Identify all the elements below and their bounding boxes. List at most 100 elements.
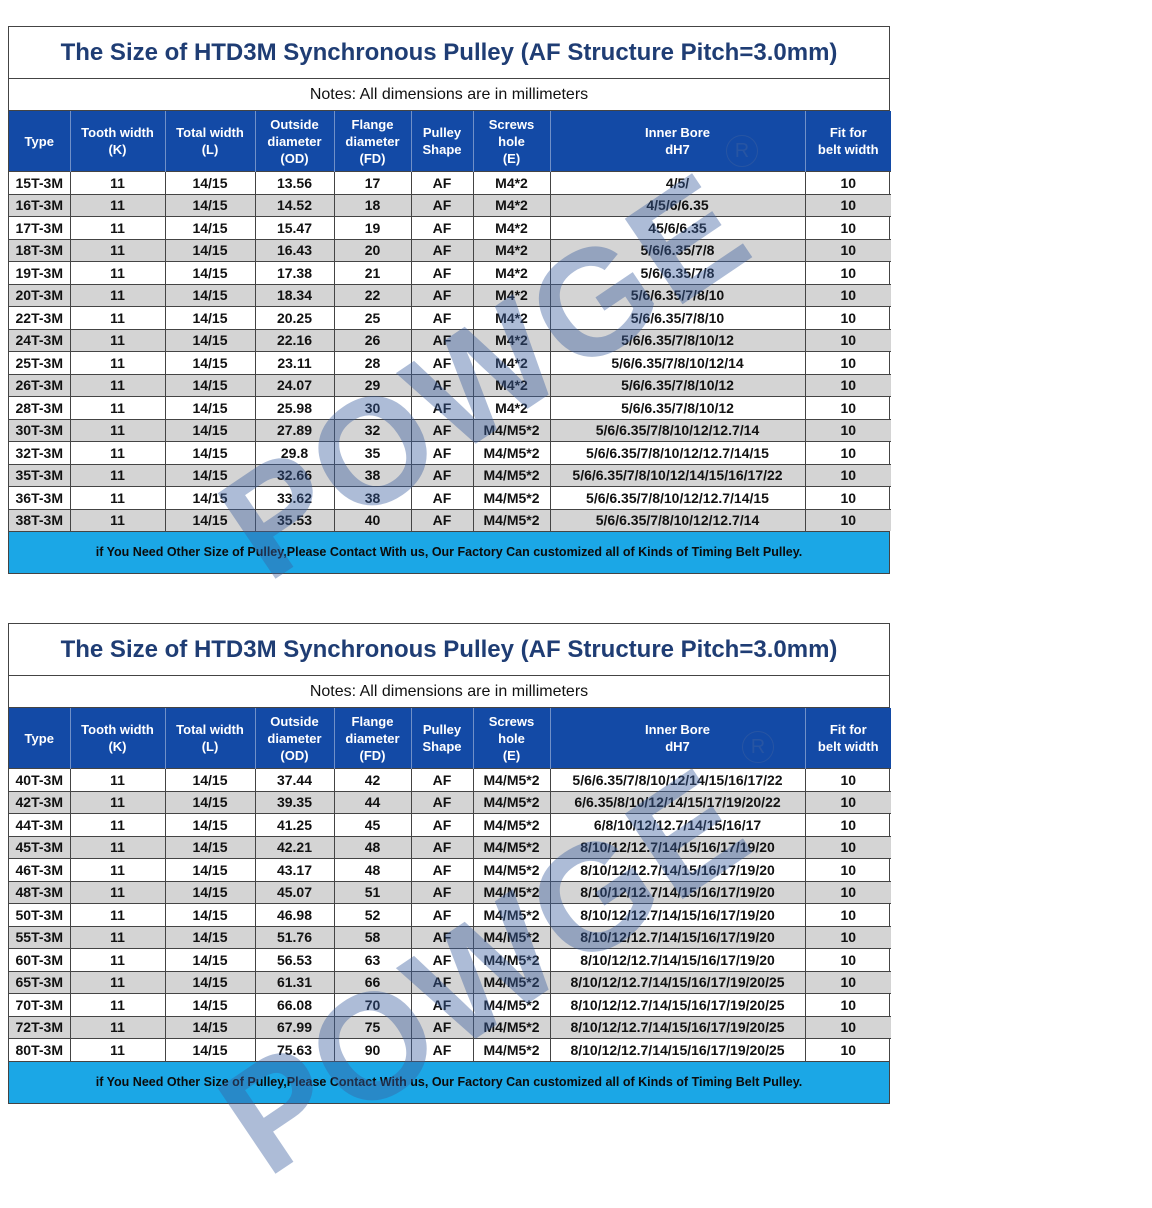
table-row: 60T-3M 11 14/15 56.53 63 AF M4/M5*2 8/10/12/12.… bbox=[9, 948, 891, 971]
table-cell: 11 bbox=[69, 463, 165, 487]
table-cell: 11 bbox=[69, 351, 165, 374]
table-cell: AF bbox=[410, 396, 473, 419]
column-header: Outside diameter (OD) bbox=[254, 111, 334, 172]
table-cell: 5/6/6.35/7/8/10/12/12.7/14 bbox=[549, 508, 805, 531]
column-header-line: Tooth width bbox=[81, 722, 154, 737]
table-cell: 5/6/6.35/7/8/10/12 bbox=[549, 328, 805, 352]
table-cell: AF bbox=[410, 1015, 473, 1039]
table-cell: 5/6/6.35/7/8/10 bbox=[549, 306, 805, 329]
table-cell: 10 bbox=[804, 216, 891, 239]
column-header-line: diameter bbox=[345, 730, 400, 746]
table-row: 30T-3M 11 14/15 27.89 32 AF M4/M5*2 5/6/6.35/7/… bbox=[9, 418, 891, 442]
table-cell: 48T-3M bbox=[9, 880, 70, 904]
table-footer-note: if You Need Other Size of Pulley,Please … bbox=[9, 1060, 889, 1103]
table-cell: 18.34 bbox=[254, 283, 334, 307]
table-cell: 14/15 bbox=[164, 880, 255, 904]
table-cell: M4/M5*2 bbox=[472, 790, 550, 814]
table-cell: 4/5/6/6.35 bbox=[549, 193, 805, 217]
table-cell: 5/6/6.35/7/8 bbox=[549, 238, 805, 262]
column-header: Pulley Shape bbox=[410, 708, 473, 769]
table-cell: 17T-3M bbox=[9, 216, 70, 239]
table-cell: 43.17 bbox=[254, 858, 334, 881]
column-header-line: (OD) bbox=[280, 747, 309, 763]
table-row: 46T-3M 11 14/15 43.17 48 AF M4/M5*2 8/10/12/12.… bbox=[9, 858, 891, 881]
table-cell: 70T-3M bbox=[9, 993, 70, 1016]
table-cell: 10 bbox=[804, 396, 891, 419]
table-row: 45T-3M 11 14/15 42.21 48 AF M4/M5*2 8/10/12/12.… bbox=[9, 835, 891, 859]
table-cell: 10 bbox=[804, 835, 891, 859]
table-cell: 26T-3M bbox=[9, 373, 70, 397]
column-header-line: (OD) bbox=[280, 150, 309, 166]
table-cell: M4*2 bbox=[472, 306, 550, 329]
table-row: 35T-3M 11 14/15 32.66 38 AF M4/M5*2 5/6/6.35/7/… bbox=[9, 463, 891, 487]
table-cell: 8/10/12/12.7/14/15/16/17/19/20/25 bbox=[549, 1015, 805, 1039]
table-cell: 23.11 bbox=[254, 351, 334, 374]
table-cell: 10 bbox=[804, 768, 891, 791]
column-header-line: Pulley bbox=[422, 722, 462, 737]
table-cell: 35T-3M bbox=[9, 463, 70, 487]
table-cell: 11 bbox=[69, 925, 165, 949]
column-header: Type bbox=[9, 111, 70, 172]
table-cell: AF bbox=[410, 925, 473, 949]
table-cell: 25 bbox=[333, 306, 411, 329]
table-cell: 20.25 bbox=[254, 306, 334, 329]
table-cell: 11 bbox=[69, 261, 165, 284]
table-cell: 11 bbox=[69, 441, 165, 464]
table-cell: 10 bbox=[804, 486, 891, 509]
table-cell: 14/15 bbox=[164, 1038, 255, 1061]
table-cell: 8/10/12/12.7/14/15/16/17/19/20 bbox=[549, 858, 805, 881]
table-cell: 48 bbox=[333, 858, 411, 881]
table-cell: 70 bbox=[333, 993, 411, 1016]
table-cell: M4*2 bbox=[472, 328, 550, 352]
table-cell: 22 bbox=[333, 283, 411, 307]
table-cell: AF bbox=[410, 903, 473, 926]
table-cell: 75 bbox=[333, 1015, 411, 1039]
table-cell: M4*2 bbox=[472, 351, 550, 374]
table-cell: 5/6/6.35/7/8/10/12/14/15/16/17/22 bbox=[549, 463, 805, 487]
column-header-line: Outside bbox=[270, 713, 319, 729]
table-cell: 14/15 bbox=[164, 306, 255, 329]
table-cell: 19T-3M bbox=[9, 261, 70, 284]
table-cell: 11 bbox=[69, 171, 165, 194]
column-header-line: dH7 bbox=[665, 739, 690, 754]
table-cell: 14/15 bbox=[164, 216, 255, 239]
table-cell: 14/15 bbox=[164, 283, 255, 307]
column-header-line: Shape bbox=[422, 739, 462, 754]
table-cell: 14/15 bbox=[164, 508, 255, 531]
column-header-line: (FD) bbox=[359, 747, 386, 763]
table-cell: 8/10/12/12.7/14/15/16/17/19/20 bbox=[549, 835, 805, 859]
table-cell: 8/10/12/12.7/14/15/16/17/19/20 bbox=[549, 903, 805, 926]
table-row: 50T-3M 11 14/15 46.98 52 AF M4/M5*2 8/10/12/12.… bbox=[9, 903, 891, 926]
column-header-line: belt width bbox=[817, 739, 879, 754]
column-header-line: (K) bbox=[108, 142, 127, 157]
table-cell: 29 bbox=[333, 373, 411, 397]
table-cell: 38 bbox=[333, 486, 411, 509]
table-cell: AF bbox=[410, 283, 473, 307]
table-cell: 14/15 bbox=[164, 813, 255, 836]
table-cell: 11 bbox=[69, 993, 165, 1016]
table-cell: 11 bbox=[69, 880, 165, 904]
table-cell: 20 bbox=[333, 238, 411, 262]
table-cell: 14/15 bbox=[164, 193, 255, 217]
table-cell: 58 bbox=[333, 925, 411, 949]
table-cell: M4*2 bbox=[472, 193, 550, 217]
column-header-line: (E) bbox=[502, 747, 521, 763]
table-row: 70T-3M 11 14/15 66.08 70 AF M4/M5*2 8/10/12/12.… bbox=[9, 993, 891, 1016]
table-cell: AF bbox=[410, 328, 473, 352]
column-header-line: Fit for bbox=[829, 722, 867, 737]
table-cell: 11 bbox=[69, 418, 165, 442]
table-cell: M4/M5*2 bbox=[472, 858, 550, 881]
table-cell: 29.8 bbox=[254, 441, 334, 464]
table-cell: M4/M5*2 bbox=[472, 768, 550, 791]
table-cell: 6/6.35/8/10/12/14/15/17/19/20/22 bbox=[549, 790, 805, 814]
table-cell: AF bbox=[410, 486, 473, 509]
column-header-line: Total width bbox=[176, 722, 244, 737]
table-row: 48T-3M 11 14/15 45.07 51 AF M4/M5*2 8/10/12/12.… bbox=[9, 880, 891, 904]
table-cell: M4/M5*2 bbox=[472, 1015, 550, 1039]
table-cell: 26 bbox=[333, 328, 411, 352]
table-cell: 51.76 bbox=[254, 925, 334, 949]
column-header: Pulley Shape bbox=[410, 111, 473, 172]
table-cell: 14/15 bbox=[164, 970, 255, 994]
table-cell: 14/15 bbox=[164, 261, 255, 284]
table-cell: 11 bbox=[69, 328, 165, 352]
